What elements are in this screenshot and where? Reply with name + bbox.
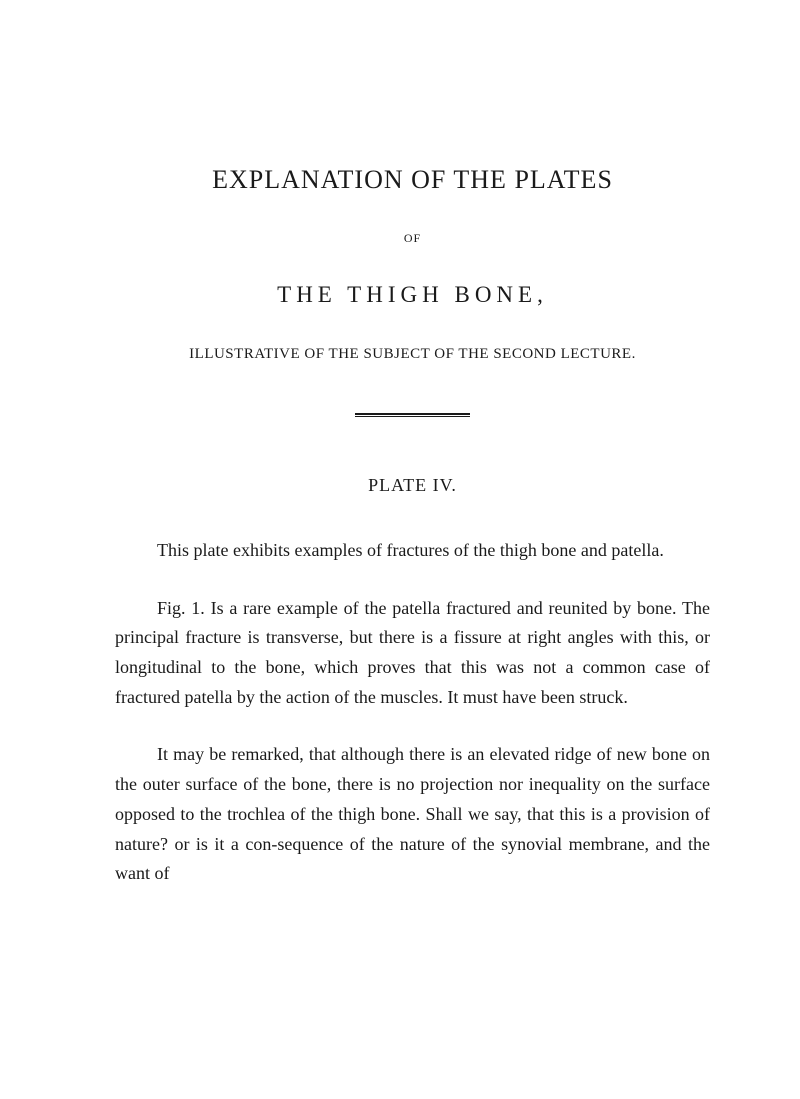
body-paragraph: It may be remarked, that although there … bbox=[115, 740, 710, 888]
document-subtitle: THE THIGH BONE, bbox=[115, 282, 710, 308]
of-label: OF bbox=[115, 231, 710, 246]
section-divider bbox=[355, 413, 470, 417]
body-paragraph: Fig. 1. Is a rare example of the patella… bbox=[115, 594, 710, 713]
plate-label: PLATE IV. bbox=[115, 475, 710, 496]
document-title: EXPLANATION OF THE PLATES bbox=[115, 165, 710, 195]
body-paragraph: This plate exhibits examples of fracture… bbox=[115, 536, 710, 566]
document-subheading: ILLUSTRATIVE OF THE SUBJECT OF THE SECON… bbox=[115, 346, 710, 363]
